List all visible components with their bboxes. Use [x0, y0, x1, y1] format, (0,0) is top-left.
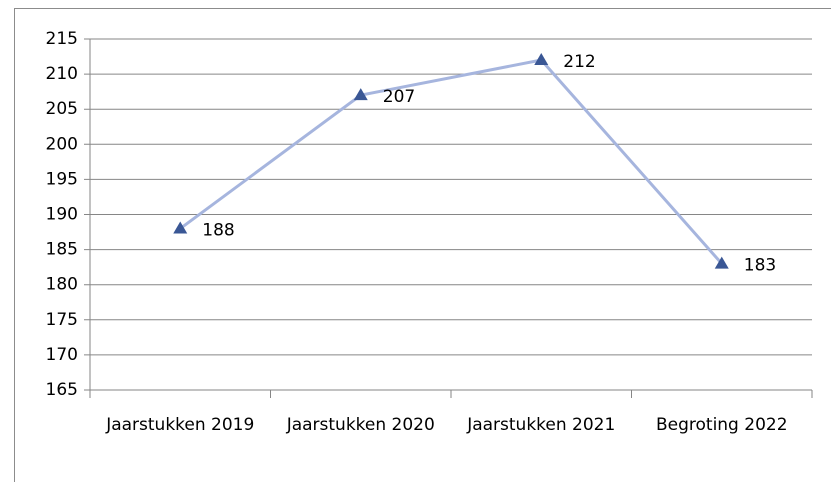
- y-tick-label: 215: [46, 29, 78, 49]
- data-label: 183: [744, 256, 776, 276]
- x-tick-label: Begroting 2022: [655, 415, 788, 435]
- line: [179, 58, 723, 265]
- x-tick-label: Jaarstukken 2021: [467, 415, 616, 435]
- chart-border: [14, 8, 831, 482]
- y-tick-label: 180: [46, 275, 78, 295]
- x-tick-label: Jaarstukken 2020: [286, 415, 435, 435]
- data-label: 207: [383, 87, 415, 107]
- y-tick-label: 165: [46, 380, 78, 400]
- y-tick-label: 210: [46, 64, 78, 84]
- y-tick-label: 170: [46, 345, 78, 365]
- marker: [534, 53, 549, 66]
- y-tick-label: 190: [46, 205, 78, 225]
- y-tick-label: 175: [46, 310, 78, 330]
- x-tick-label: Jaarstukken 2019: [106, 415, 255, 435]
- data-label: 188: [202, 221, 234, 241]
- y-tick-label: 185: [46, 240, 78, 260]
- marker: [714, 256, 729, 269]
- y-tick-label: 195: [46, 169, 78, 189]
- marker: [353, 88, 368, 101]
- y-tick-label: 205: [46, 99, 78, 119]
- y-tick-label: 200: [46, 134, 78, 154]
- data-label: 212: [563, 52, 595, 72]
- marker: [173, 221, 188, 234]
